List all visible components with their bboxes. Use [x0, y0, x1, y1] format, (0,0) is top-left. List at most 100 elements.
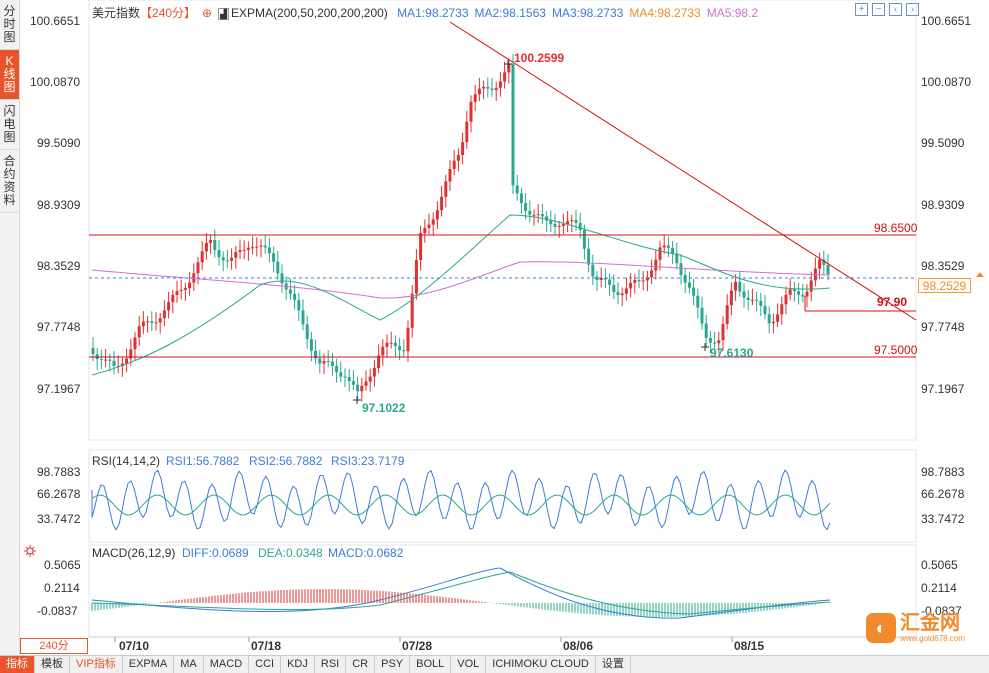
- indicator-tab[interactable]: PSY: [375, 656, 411, 673]
- candle-body: [309, 338, 313, 351]
- candle-body: [267, 247, 271, 254]
- candle-body: [272, 253, 276, 262]
- candle-body: [154, 322, 158, 324]
- candle-body: [402, 350, 406, 352]
- rail-tab-contract[interactable]: 合约资料: [0, 150, 19, 213]
- macd-tick: -0.0837: [921, 604, 962, 618]
- price-axis: 100.6651 100.0870 99.5090 98.9309 98.352…: [921, 14, 971, 396]
- price-tick: 97.7748: [37, 320, 81, 334]
- candle-body: [620, 293, 624, 296]
- candle-body: [524, 203, 528, 211]
- macd-tick: 0.5065: [921, 558, 958, 572]
- zoom-out-icon[interactable]: −: [872, 3, 885, 16]
- downtrend-line[interactable]: [449, 21, 917, 321]
- date-ticks: [114, 637, 733, 642]
- macd-diff-line: [91, 567, 831, 619]
- indicator-tab[interactable]: VIP指标: [70, 656, 123, 673]
- rail-tab-flash[interactable]: 闪电图: [0, 100, 19, 150]
- candle-body: [251, 247, 255, 249]
- indicator-tab[interactable]: CR: [346, 656, 376, 673]
- indicator-tab[interactable]: MACD: [204, 656, 250, 673]
- date-axis: 07/10 07/18 07/28 08/06 08/15: [119, 639, 764, 653]
- macd-lines: [91, 567, 831, 619]
- ma5-value: MA5:98.2: [706, 6, 759, 20]
- candle-body: [805, 291, 809, 297]
- candle-body: [482, 86, 486, 89]
- scroll-right-icon[interactable]: ›: [906, 3, 919, 16]
- candle-body: [679, 263, 683, 275]
- candle-body: [532, 214, 536, 216]
- candle-body: [162, 310, 166, 319]
- indicator-tab[interactable]: VOL: [451, 656, 487, 673]
- indicator-label[interactable]: EXPMA(200,50,200,200,200): [231, 6, 388, 20]
- candle-body: [725, 305, 729, 324]
- candle-body: [776, 314, 780, 322]
- rail-tab-label: 闪电图: [3, 104, 16, 144]
- low-label: 97.1022: [362, 401, 406, 415]
- expma-mid-line: [91, 214, 831, 376]
- candle-body: [603, 277, 607, 280]
- indicator-tab[interactable]: RSI: [315, 656, 347, 673]
- candle-body: [561, 224, 565, 226]
- candle-body: [734, 281, 738, 291]
- candle-body: [729, 290, 733, 306]
- rsi-tick: 66.2678: [37, 487, 81, 501]
- indicator-tab[interactable]: KDJ: [281, 656, 315, 673]
- rsi-tick: 33.7472: [921, 512, 965, 526]
- candle-body: [146, 321, 150, 323]
- price-tick: 97.1967: [921, 382, 965, 396]
- indicator-tab[interactable]: ICHIMOKU CLOUD: [486, 656, 596, 673]
- date-tick: 07/28: [402, 639, 432, 653]
- candle-body: [742, 291, 746, 298]
- candle-body: [335, 366, 339, 373]
- price-tick: 100.6651: [921, 14, 971, 28]
- candle-body: [217, 250, 221, 258]
- indicator-tab[interactable]: EXPMA: [123, 656, 175, 673]
- rsi-tick: 66.2678: [921, 487, 965, 501]
- indicator-tab[interactable]: CCI: [249, 656, 282, 673]
- high-label: 100.2599: [514, 51, 564, 65]
- indicator-tab[interactable]: BOLL: [410, 656, 452, 673]
- price-tick: 99.5090: [921, 136, 965, 150]
- candle-body: [650, 270, 654, 278]
- candle-body: [125, 358, 129, 364]
- candle-body: [683, 274, 687, 283]
- ma1-value: MA1:98.2733: [397, 6, 469, 20]
- zoom-in-icon[interactable]: +: [855, 3, 868, 16]
- indicator-icon[interactable]: ▟: [218, 8, 230, 20]
- candle-body: [209, 240, 213, 243]
- candle-body: [419, 233, 423, 261]
- candle-body: [167, 302, 171, 311]
- candle-body: [276, 261, 280, 274]
- candle-body: [629, 282, 633, 289]
- candle-body: [574, 220, 578, 224]
- candle-body: [658, 247, 662, 260]
- candle-body: [473, 94, 477, 102]
- candle-body: [398, 346, 402, 351]
- rsi3-value: RSI3:23.7179: [331, 454, 405, 468]
- rail-tab-timeshare[interactable]: 分时图: [0, 0, 19, 50]
- indicator-tab[interactable]: 模板: [35, 656, 70, 673]
- kline-chart[interactable]: 98.6500 97.90 97.5000 100.2599 97.1022 9…: [0, 0, 989, 655]
- candle-body: [507, 64, 511, 73]
- candle-body: [377, 355, 381, 368]
- candle-body: [368, 376, 372, 382]
- candle-body: [322, 361, 326, 364]
- low-marker-icon: [353, 396, 361, 404]
- macd-settings-icon[interactable]: [24, 545, 36, 557]
- indicator-tab[interactable]: 指标: [0, 656, 35, 673]
- logo-icon: ◐: [866, 612, 896, 643]
- add-icon[interactable]: ⊕: [202, 6, 213, 20]
- price-tick: 98.3529: [921, 259, 965, 273]
- scroll-left-icon[interactable]: ‹: [889, 3, 902, 16]
- indicator-tab[interactable]: MA: [174, 656, 204, 673]
- candle-body: [666, 245, 670, 248]
- candle-body: [616, 292, 620, 296]
- logo-name: 汇金网: [900, 612, 960, 634]
- indicator-tab[interactable]: 设置: [596, 656, 631, 673]
- candle-body: [599, 277, 603, 281]
- period-selector[interactable]: 240分: [20, 638, 88, 654]
- macd-tick: -0.0837: [37, 604, 78, 618]
